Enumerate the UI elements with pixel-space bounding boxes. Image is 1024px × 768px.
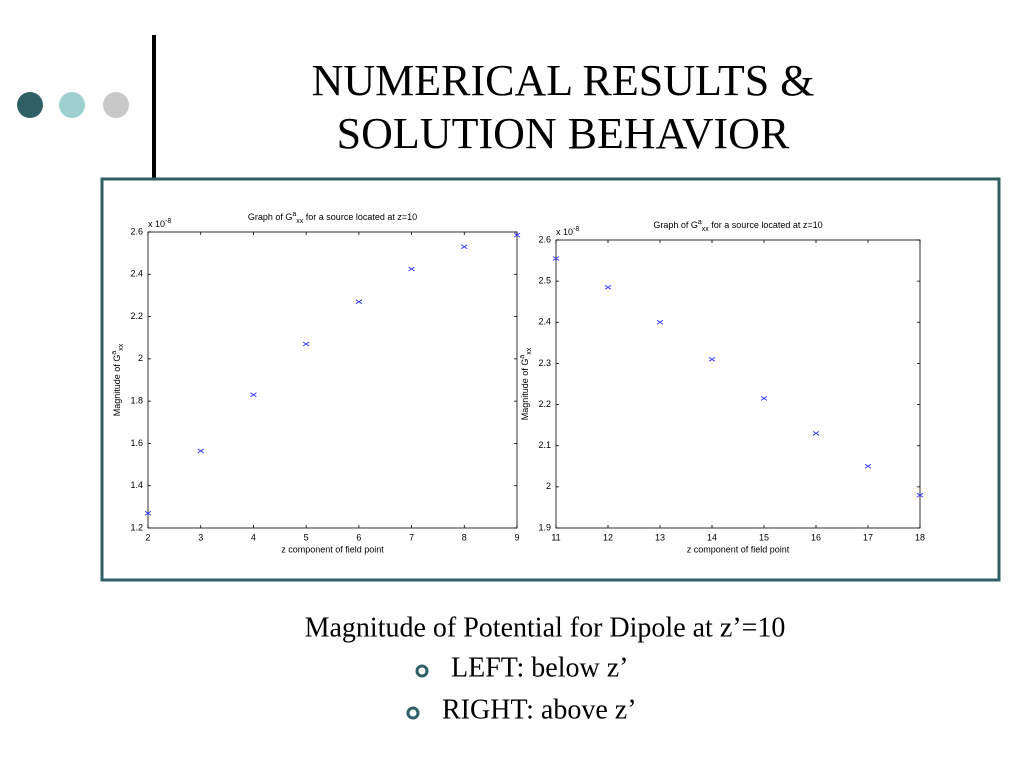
plot-frame [555, 239, 921, 529]
x-tick-label: 12 [603, 532, 613, 542]
bullet-icon [415, 664, 429, 678]
data-point [408, 266, 415, 272]
data-point [812, 430, 820, 436]
text-part: xx [526, 347, 533, 355]
data-point [656, 319, 664, 325]
chart-title: Graph of Gaxx for a source located at z=… [248, 211, 417, 225]
rich-text: Magnitude of Gaxx [519, 347, 533, 420]
data-point [355, 299, 363, 305]
y-tick-label: 2.5 [538, 276, 551, 286]
y-tick-label: 2.4 [538, 317, 551, 327]
y-tick-label: 2.6 [538, 234, 551, 244]
decor-dot [17, 92, 43, 118]
y-tick-label: 2.3 [538, 358, 551, 368]
data-point [552, 256, 560, 261]
decor-dot [103, 92, 129, 118]
x-tick-label: 18 [915, 532, 925, 542]
y-tick-label: 2.2 [130, 311, 143, 321]
x-tick-label: 4 [251, 532, 256, 542]
text-part: -8 [165, 218, 171, 225]
text-part: for a source located at z=10 [303, 212, 417, 222]
text-part: a [519, 355, 526, 359]
data-point [760, 396, 768, 401]
x-tick-label: 8 [462, 532, 467, 542]
y-tick-label: 2.2 [538, 399, 551, 409]
data-point [302, 341, 310, 347]
text-part: -8 [573, 226, 579, 233]
text-part: xx [296, 218, 304, 225]
slide-title: NUMERICAL RESULTS & [312, 56, 815, 105]
chart-title: Graph of Gaxx for a source located at z=… [653, 219, 822, 233]
rich-text: Magnitude of Gaxx [111, 343, 125, 416]
slide-title: SOLUTION BEHAVIOR [337, 109, 790, 158]
data-point [604, 284, 612, 290]
x-tick-label: 11 [551, 532, 560, 542]
text-part: for a source located at z=10 [709, 220, 823, 230]
x-tick-label: 17 [863, 532, 873, 542]
text-part: Graph of G [248, 212, 293, 222]
text-part: Magnitude of G [520, 359, 530, 421]
y-tick-label: 1.9 [538, 522, 551, 532]
y-tick-label: 1.2 [130, 522, 143, 532]
text-part: x 10 [556, 227, 573, 237]
y-tick-label: 2.4 [130, 269, 143, 279]
caption: Magnitude of Potential for Dipole at z’=… [305, 612, 786, 643]
x-tick-label: 9 [514, 532, 519, 542]
x-tick-label: 16 [811, 532, 821, 542]
y-tick-label: 1.8 [130, 396, 143, 406]
y-tick-label: 1.4 [130, 480, 143, 490]
y-tick-label: 1.6 [130, 438, 143, 448]
data-point [461, 244, 468, 250]
text-part: a [698, 219, 702, 226]
x-axis-label: z component of field point [687, 544, 790, 554]
rich-text: x 10-8 [148, 218, 171, 230]
data-point [708, 356, 716, 362]
y-tick-label: 2 [546, 481, 551, 491]
bullet-icon [406, 706, 420, 720]
x-tick-label: 2 [145, 532, 150, 542]
plot-frame [147, 231, 518, 529]
x-tick-label: 13 [655, 532, 665, 542]
data-point [916, 492, 924, 498]
data-point [144, 510, 152, 516]
data-point [250, 392, 257, 398]
x-tick-label: 6 [356, 532, 361, 542]
x-tick-label: 14 [707, 532, 717, 542]
text-part: x 10 [148, 219, 165, 229]
bullet: LEFT: below z’ [451, 652, 628, 683]
text-part: xx [702, 226, 710, 233]
y-tick-label: 2 [138, 353, 143, 363]
y-tick-label: 2.1 [538, 440, 551, 450]
data-point [197, 448, 204, 454]
x-tick-label: 15 [759, 532, 769, 542]
rich-text: x 10-8 [556, 226, 579, 238]
x-tick-label: 3 [198, 532, 203, 542]
x-tick-label: 7 [409, 532, 414, 542]
decor-dot [59, 92, 85, 118]
text-part: xx [118, 343, 125, 351]
text-part: a [292, 211, 296, 218]
data-point [864, 463, 872, 469]
y-tick-label: 2.6 [130, 226, 143, 236]
x-axis-label: z component of field point [281, 544, 384, 554]
figure-frame [100, 177, 1001, 582]
text-part: Magnitude of G [112, 355, 122, 417]
text-part: a [111, 351, 118, 355]
bullet: RIGHT: above z’ [442, 694, 637, 725]
text-part: Graph of G [653, 220, 698, 230]
x-tick-label: 5 [304, 532, 309, 542]
data-point [513, 232, 521, 238]
